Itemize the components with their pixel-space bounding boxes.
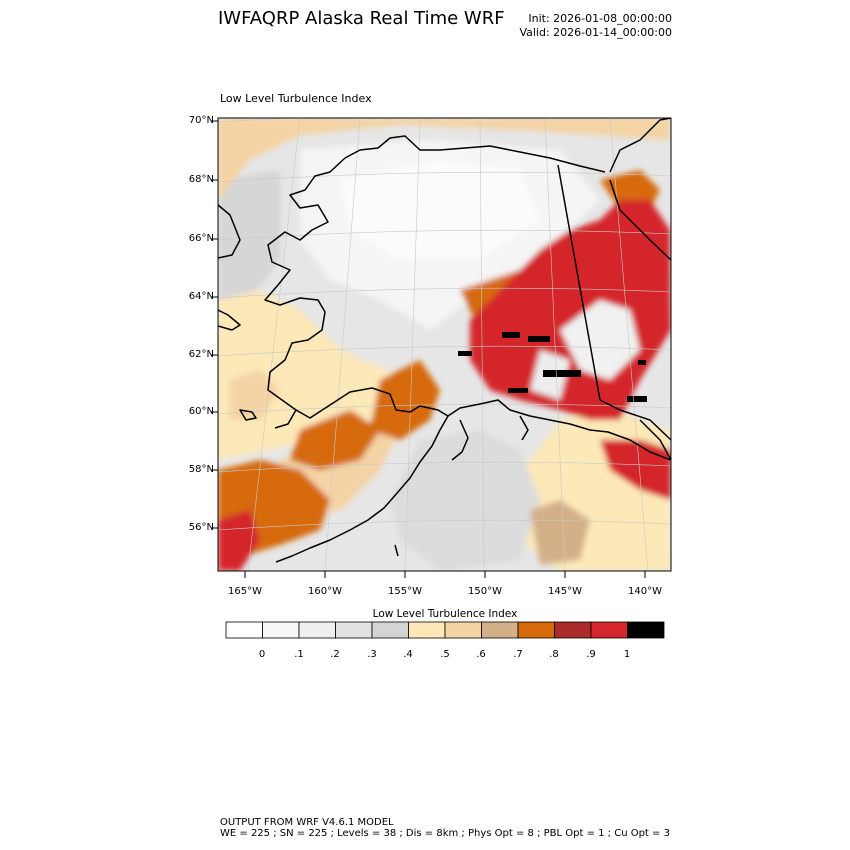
lat-label-64n: 64°N bbox=[188, 291, 214, 302]
lat-label-56n: 56°N bbox=[188, 522, 214, 533]
footer-model-line: OUTPUT FROM WRF V4.6.1 MODEL bbox=[220, 817, 394, 828]
colorbar-title: Low Level Turbulence Index bbox=[372, 608, 518, 620]
colorbar-label-10: 1 bbox=[623, 649, 631, 660]
coastline bbox=[218, 118, 671, 563]
axis-ticks bbox=[211, 120, 646, 578]
lon-label-150w: 150°W bbox=[468, 586, 502, 597]
graticule bbox=[218, 118, 671, 571]
lat-label-62n: 62°N bbox=[188, 349, 214, 360]
max-turbulence-patches bbox=[458, 332, 647, 402]
chart-title: IWFAQRP Alaska Real Time WRF bbox=[218, 8, 505, 29]
colorbar-label-7: .7 bbox=[513, 649, 523, 660]
lon-label-160w: 160°W bbox=[308, 586, 342, 597]
border-lines bbox=[557, 164, 671, 461]
plot-subtitle: Low Level Turbulence Index bbox=[220, 92, 372, 105]
lat-label-58n: 58°N bbox=[188, 464, 214, 475]
init-time: Init: 2026-01-08_00:00:00 bbox=[528, 12, 672, 25]
lat-label-66n: 66°N bbox=[188, 233, 214, 244]
colorbar-label-2: .2 bbox=[330, 649, 340, 660]
colorbar-label-4: .4 bbox=[403, 649, 413, 660]
lon-label-165w: 165°W bbox=[228, 586, 262, 597]
colorbar-label-9: .9 bbox=[586, 649, 596, 660]
lat-label-60n: 60°N bbox=[188, 406, 214, 417]
lat-label-68n: 68°N bbox=[188, 174, 214, 185]
lat-label-70n: 70°N bbox=[188, 115, 214, 126]
lon-label-145w: 145°W bbox=[548, 586, 582, 597]
colorbar-label-1: .1 bbox=[294, 649, 304, 660]
map-frame bbox=[217, 117, 672, 572]
colorbar-label-0: 0 bbox=[258, 649, 266, 660]
valid-time: Valid: 2026-01-14_00:00:00 bbox=[519, 26, 672, 39]
colorbar-label-6: .6 bbox=[476, 649, 486, 660]
lon-label-140w: 140°W bbox=[628, 586, 662, 597]
map-field bbox=[218, 118, 671, 571]
footer-params-line: WE = 225 ; SN = 225 ; Levels = 38 ; Dis … bbox=[220, 828, 670, 839]
colorbar-label-3: .3 bbox=[367, 649, 377, 660]
colorbar-label-8: .8 bbox=[549, 649, 559, 660]
lon-label-155w: 155°W bbox=[388, 586, 422, 597]
colorbar-label-5: .5 bbox=[440, 649, 450, 660]
